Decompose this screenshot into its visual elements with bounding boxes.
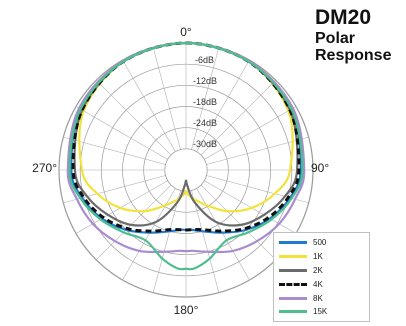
grid-spoke (75, 106, 168, 160)
ring-label-12db: -12dB (193, 76, 217, 86)
grid-spoke (95, 79, 172, 156)
grid-spoke (191, 47, 220, 150)
legend-item-4k: 4K (279, 277, 364, 291)
title-model: DM20 (315, 6, 372, 29)
angle-label-180: 180° (174, 303, 199, 317)
legend-label-2k: 2K (313, 265, 323, 275)
legend-item-15k: 15K (279, 305, 364, 319)
chart-title: DM20 Polar Response (315, 6, 391, 65)
legend: 500 1K 2K 4K 8K 15K (273, 232, 370, 322)
legend-item-8k: 8K (279, 291, 364, 305)
title-subtitle-line1: Polar (315, 29, 356, 47)
grid-spoke (152, 47, 181, 150)
grid-spoke (95, 184, 172, 261)
grid-spoke (206, 136, 309, 165)
angle-label-0: 0° (180, 25, 192, 39)
legend-item-500: 500 (279, 236, 364, 250)
series-line-1k (78, 41, 294, 213)
legend-label-4k: 4K (313, 279, 323, 289)
series-line-15k (68, 41, 304, 271)
title-subtitle-line2: Response (315, 47, 392, 65)
legend-swatch-2k (279, 268, 307, 272)
ring-label-30db: -30dB (193, 139, 217, 149)
grid-spoke (191, 190, 220, 293)
grid-spoke (196, 59, 250, 152)
ring-label-18db: -18dB (193, 97, 217, 107)
grid-spoke (75, 180, 168, 234)
legend-swatch-500 (279, 241, 307, 245)
series-line-4k (71, 41, 301, 233)
grid-labels: 0° 90° 180° 270° -6dB -12dB -18dB -24dB … (32, 25, 329, 317)
polar-grid (58, 42, 314, 298)
grid-spoke (200, 79, 277, 156)
legend-swatch-15k (279, 310, 307, 314)
ring-label-24db: -24dB (193, 118, 217, 128)
legend-label-15k: 15K (313, 307, 328, 317)
grid-spoke (122, 59, 176, 152)
legend-item-2k: 2K (279, 264, 364, 278)
series-line-8k (66, 41, 306, 254)
grid-spoke (204, 180, 297, 234)
series-layer (66, 41, 306, 271)
series-line-2k (73, 41, 299, 227)
grid-spoke (204, 106, 297, 160)
legend-label-8k: 8K (313, 293, 323, 303)
grid-spoke (63, 136, 166, 165)
grid-spoke (152, 190, 181, 293)
grid-spoke (196, 188, 250, 281)
legend-label-1k: 1K (313, 252, 323, 262)
legend-item-1k: 1K (279, 250, 364, 264)
grid-spoke (200, 184, 277, 261)
legend-swatch-8k (279, 296, 307, 300)
legend-swatch-4k (279, 282, 307, 286)
grid-spoke (122, 188, 176, 281)
angle-label-90: 90° (311, 161, 329, 175)
ring-label-6db: -6dB (195, 55, 214, 65)
angle-label-270: 270° (32, 161, 57, 175)
legend-swatch-1k (279, 255, 307, 259)
legend-label-500: 500 (313, 238, 327, 248)
